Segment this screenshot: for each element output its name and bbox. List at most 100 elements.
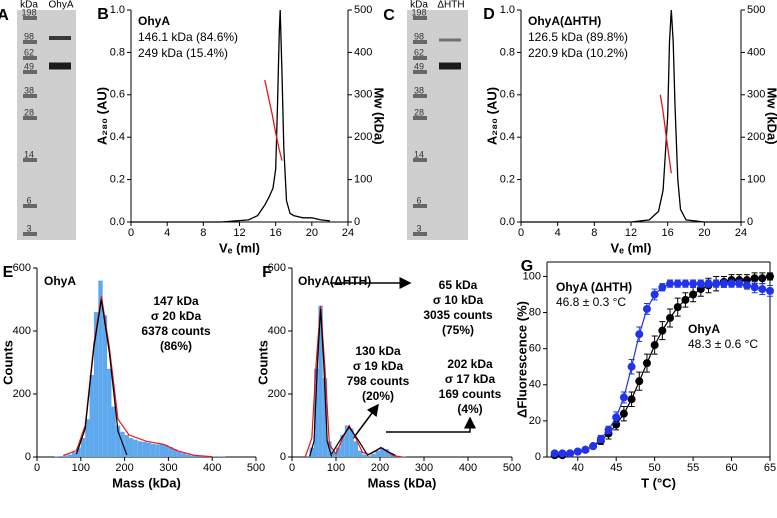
panel-letter: B xyxy=(97,6,109,23)
gel-band xyxy=(49,62,71,70)
point xyxy=(750,283,759,292)
hist-bar xyxy=(133,439,138,457)
point xyxy=(619,393,628,402)
gel-band xyxy=(23,56,37,60)
annotation: 65 kDa xyxy=(439,278,478,292)
chart: G 40 45 50 55 60 65 0 20 40 60 80 100 T (°C) ΔFluoresc… xyxy=(514,258,776,490)
x-tick-label: 20 xyxy=(306,227,318,239)
x-tick-label: 16 xyxy=(270,227,282,239)
annotation: OhyA xyxy=(44,274,76,288)
x-tick-label: 40 xyxy=(572,462,584,474)
panel-letter: F xyxy=(262,264,272,281)
hist-bar xyxy=(388,453,394,457)
gel-band xyxy=(439,38,461,42)
gel-band xyxy=(413,70,427,74)
annotation: 147 kDa xyxy=(153,294,199,308)
y-tick-label: 0.4 xyxy=(500,131,515,143)
point xyxy=(573,447,582,456)
marker-label: 6 xyxy=(416,195,421,205)
y-tick-label: 100 xyxy=(523,270,541,282)
marker-label: 62 xyxy=(414,47,424,57)
arrow xyxy=(386,416,476,433)
hist-bar xyxy=(185,454,191,457)
y-tick-label: 0.4 xyxy=(110,131,125,143)
y-tick-label: 40 xyxy=(529,379,541,391)
hist-bar xyxy=(371,453,376,457)
y2-tick-label: 500 xyxy=(747,4,765,16)
point xyxy=(650,290,659,299)
hist-bar xyxy=(177,451,182,457)
y-tick-label: 0 xyxy=(535,451,541,463)
marker-label: 6 xyxy=(26,195,31,205)
y2-tick-label: 100 xyxy=(354,174,372,186)
hist-bar xyxy=(366,455,372,457)
fit-curve xyxy=(331,426,368,455)
chart: B 0 4 8 12 16 20 24 0.0 0.2 0.4 0.6 0.8 1.0 0 100 200 300… xyxy=(94,4,386,256)
hist-bar xyxy=(93,312,99,457)
point xyxy=(589,442,598,451)
marker-label: 28 xyxy=(414,107,424,117)
x-axis-label: Mass (kDa) xyxy=(368,475,437,490)
y2-tick-label: 500 xyxy=(354,4,372,16)
annotation: σ 19 kDa xyxy=(353,359,404,373)
point xyxy=(766,272,774,281)
x-tick-label: 300 xyxy=(415,462,433,474)
hist-bar xyxy=(150,443,156,457)
marker-label: 38 xyxy=(414,85,424,95)
y2-axis-label: Mw (kDa) xyxy=(765,87,777,144)
gel-band xyxy=(413,16,427,20)
marker-label: 28 xyxy=(24,107,34,117)
y-tick-label: 0.6 xyxy=(500,89,515,101)
x-tick-label: 12 xyxy=(625,227,637,239)
x-tick-label: 8 xyxy=(591,227,597,239)
x-tick-label: 16 xyxy=(662,227,674,239)
point xyxy=(635,330,644,339)
annotation: 146.1 kDa (84.6%) xyxy=(138,30,238,44)
hist-bar xyxy=(181,453,186,457)
annotation: (75%) xyxy=(442,323,474,337)
panel-letter: C xyxy=(383,7,395,24)
hist-bar xyxy=(63,455,68,457)
y-axis-label: Counts xyxy=(0,340,15,385)
hist-bar xyxy=(168,446,173,457)
hist-bar xyxy=(194,455,200,457)
point xyxy=(550,449,559,458)
y-tick-label: 600 xyxy=(268,262,286,274)
x-tick-label: 20 xyxy=(698,227,710,239)
hist-bar xyxy=(54,456,59,457)
hist-bar xyxy=(58,456,64,457)
x-tick-label: 0 xyxy=(128,227,134,239)
annotation: 46.8 ± 0.3 °C xyxy=(556,295,626,309)
y-tick-label: 0.2 xyxy=(500,174,515,186)
panel-letter: E xyxy=(3,264,14,281)
x-tick-label: 4 xyxy=(555,227,561,239)
annotation: 48.3 ± 0.6 °C xyxy=(688,337,758,351)
point xyxy=(735,279,744,288)
annotation: (20%) xyxy=(362,389,394,403)
point xyxy=(642,304,651,313)
fit-curve xyxy=(366,446,396,456)
x-axis-label: Vₑ (ml) xyxy=(219,240,260,255)
y-tick-label: 80 xyxy=(529,306,541,318)
point xyxy=(666,313,675,322)
annotation: σ 17 kDa xyxy=(445,372,496,386)
x-tick-label: 200 xyxy=(371,462,389,474)
x-tick-label: 400 xyxy=(203,462,221,474)
point xyxy=(596,434,605,443)
hist-bar xyxy=(142,441,147,457)
point xyxy=(681,295,690,304)
point xyxy=(581,445,590,454)
gel-band xyxy=(23,158,37,162)
x-tick-label: 400 xyxy=(459,462,477,474)
hist-bar xyxy=(146,442,151,457)
marker-label: 3 xyxy=(26,223,31,233)
hist-bar xyxy=(353,441,358,457)
hist-bar xyxy=(80,438,86,457)
x-tick-label: 0 xyxy=(34,462,40,474)
x-tick-label: 12 xyxy=(233,227,245,239)
hist-bar xyxy=(190,455,195,457)
gel-header: kDa xyxy=(410,0,428,11)
hist-bar xyxy=(362,454,367,457)
y-tick-label: 400 xyxy=(268,325,286,337)
gel-band xyxy=(23,116,37,120)
